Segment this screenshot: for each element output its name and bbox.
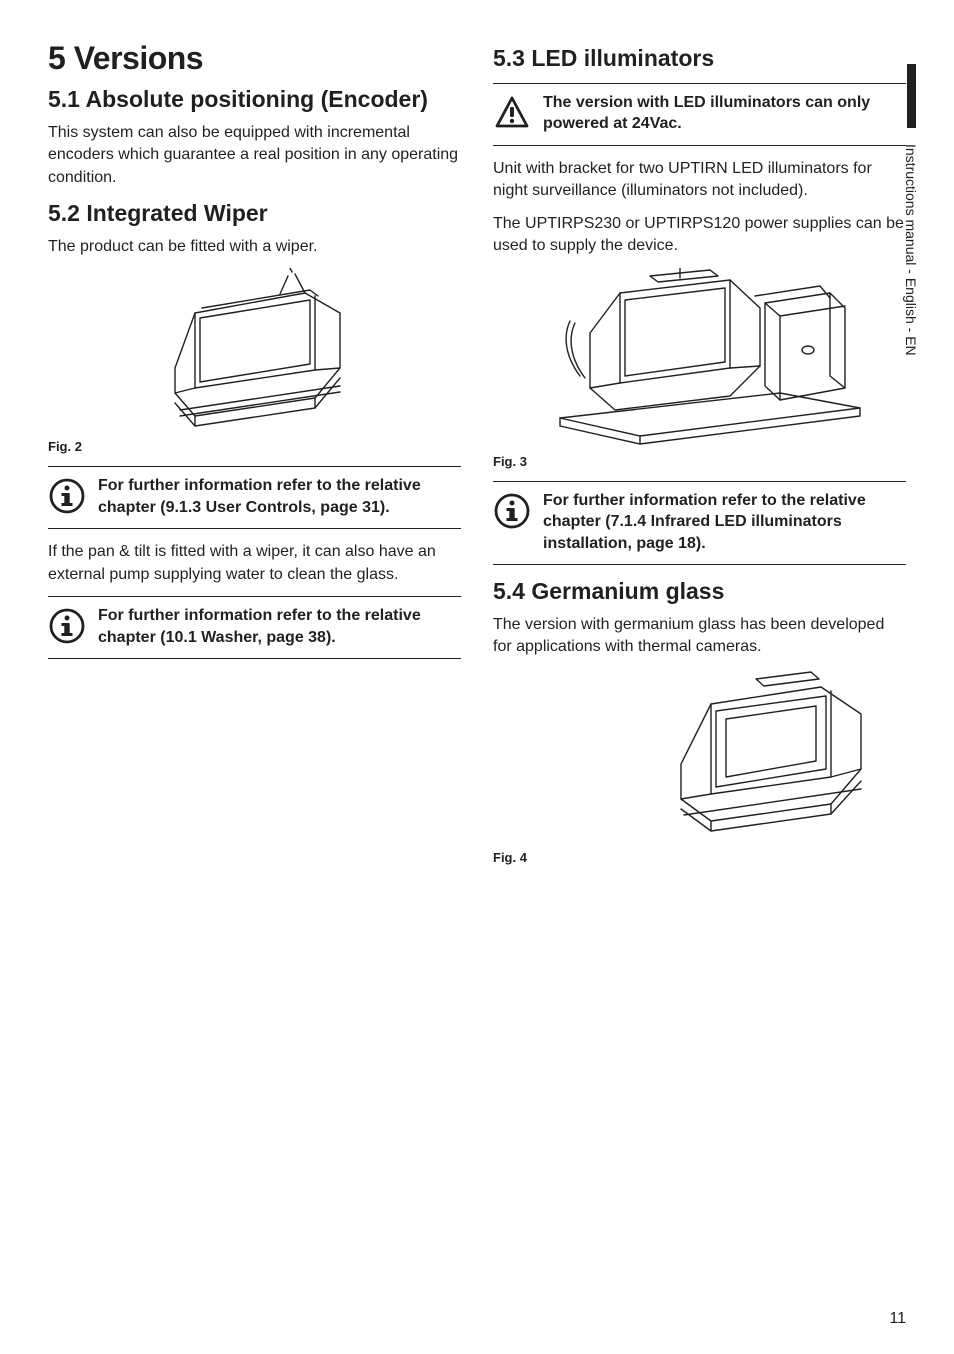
heading-5-1: 5.1 Absolute positioning (Encoder) [48, 85, 461, 114]
para-5-4-1: The version with germanium glass has bee… [493, 614, 906, 659]
warning-callout-led: The version with LED illuminators can on… [493, 83, 906, 146]
para-5-2-1: The product can be fitted with a wiper. [48, 236, 461, 258]
info-text-washer: For further information refer to the rel… [98, 605, 461, 648]
figure-4 [493, 669, 906, 844]
wiper-housing-illustration [140, 268, 370, 433]
fig-2-label: Fig. 2 [48, 439, 461, 454]
side-tab: Instructions manual - English - EN [884, 64, 916, 374]
germanium-housing-illustration [656, 669, 886, 844]
side-bar-marker [907, 64, 916, 128]
page-number: 11 [889, 1310, 906, 1328]
led-illuminator-illustration [530, 268, 870, 448]
left-column: 5 Versions 5.1 Absolute positioning (Enc… [48, 40, 461, 877]
fig-4-label: Fig. 4 [493, 850, 906, 865]
figure-3 [493, 268, 906, 448]
info-text-ir: For further information refer to the rel… [543, 490, 906, 555]
info-callout-controls: For further information refer to the rel… [48, 466, 461, 529]
para-5-3-2: The UPTIRPS230 or UPTIRPS120 power suppl… [493, 213, 906, 258]
heading-5-4: 5.4 Germanium glass [493, 577, 906, 606]
para-5-2-2: If the pan & tilt is fitted with a wiper… [48, 541, 461, 586]
info-icon [48, 477, 86, 515]
heading-versions: 5 Versions [48, 40, 461, 77]
fig-3-label: Fig. 3 [493, 454, 906, 469]
warning-icon [493, 94, 531, 132]
info-icon [493, 492, 531, 530]
warning-text-led: The version with LED illuminators can on… [543, 92, 906, 135]
info-callout-washer: For further information refer to the rel… [48, 596, 461, 659]
page-content: 5 Versions 5.1 Absolute positioning (Enc… [0, 0, 954, 907]
side-label: Instructions manual - English - EN [903, 144, 919, 356]
para-5-3-1: Unit with bracket for two UPTIRN LED ill… [493, 158, 906, 203]
info-callout-ir: For further information refer to the rel… [493, 481, 906, 566]
heading-5-3: 5.3 LED illuminators [493, 44, 906, 73]
heading-5-2: 5.2 Integrated Wiper [48, 199, 461, 228]
para-5-1-1: This system can also be equipped with in… [48, 122, 461, 189]
right-column: 5.3 LED illuminators The version with LE… [493, 40, 906, 877]
info-icon [48, 607, 86, 645]
info-text-controls: For further information refer to the rel… [98, 475, 461, 518]
figure-2 [48, 268, 461, 433]
